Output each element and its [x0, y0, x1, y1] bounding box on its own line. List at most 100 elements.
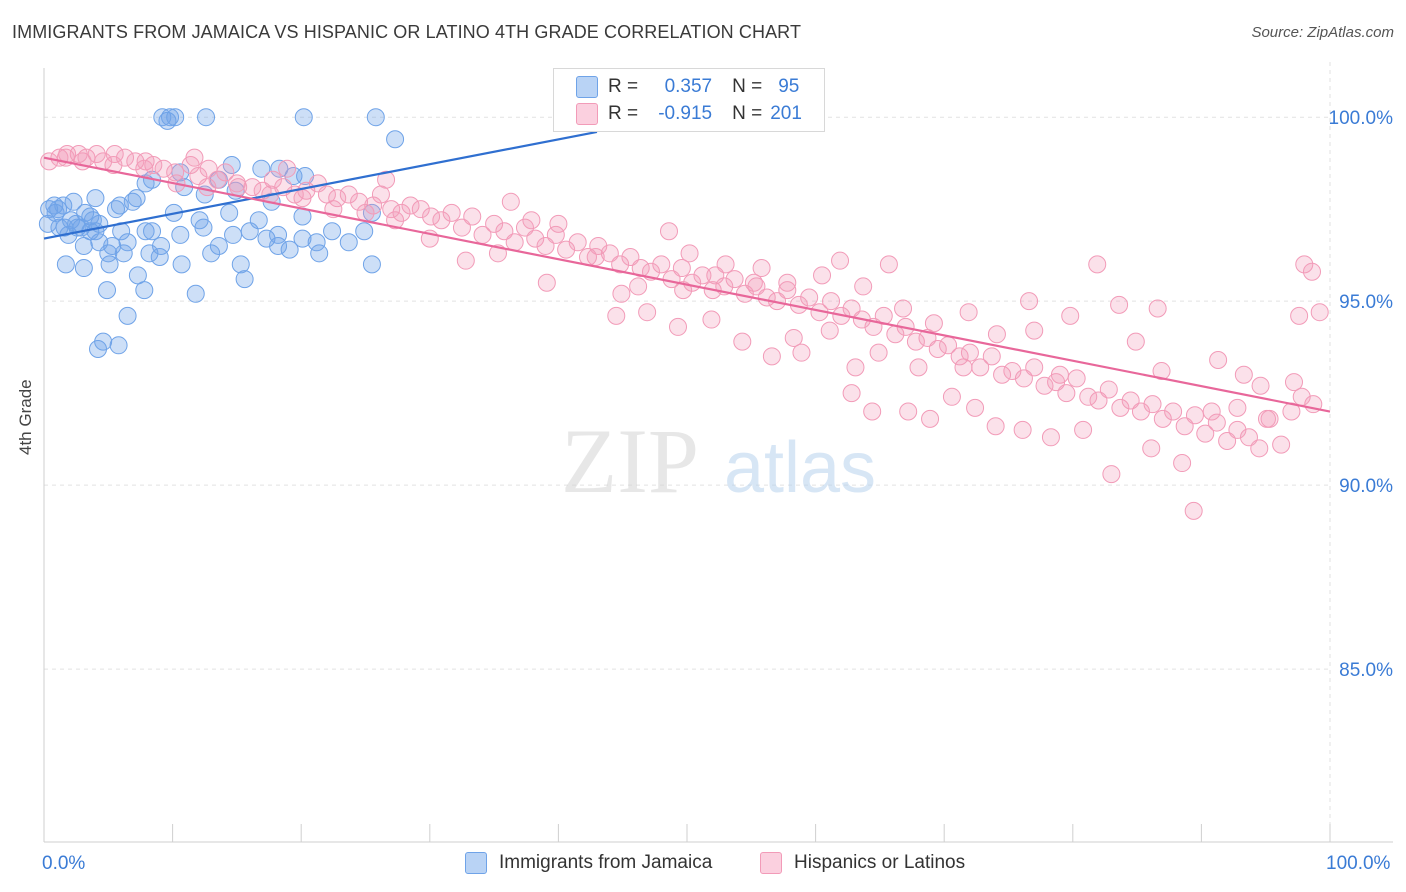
- point-jamaica: [269, 225, 288, 244]
- point-hispanic: [1173, 454, 1192, 473]
- point-hispanic: [589, 236, 608, 255]
- point-hispanic: [993, 365, 1012, 384]
- point-hispanic: [401, 196, 420, 215]
- point-hispanic: [954, 358, 973, 377]
- point-hispanic: [392, 203, 411, 222]
- legend-swatch-jamaica: [576, 76, 598, 98]
- point-hispanic: [942, 387, 961, 406]
- point-hispanic: [185, 148, 204, 167]
- point-hispanic: [1302, 262, 1321, 281]
- point-jamaica: [158, 111, 177, 130]
- point-jamaica: [186, 284, 205, 303]
- point-hispanic: [778, 273, 797, 292]
- point-hispanic: [611, 255, 630, 274]
- point-hispanic: [842, 384, 861, 403]
- point-jamaica: [293, 229, 312, 248]
- point-jamaica: [83, 211, 102, 230]
- point-hispanic: [557, 240, 576, 259]
- point-hispanic: [1164, 402, 1183, 421]
- point-jamaica: [150, 248, 169, 266]
- point-hispanic: [135, 159, 154, 178]
- watermark-zip: ZIP: [561, 410, 699, 512]
- point-hispanic: [744, 273, 763, 292]
- point-hispanic: [1290, 306, 1309, 325]
- point-hispanic: [1143, 395, 1162, 414]
- point-jamaica: [56, 255, 75, 274]
- point-hispanic: [792, 343, 811, 362]
- point-jamaica: [269, 236, 288, 255]
- point-hispanic: [243, 178, 262, 197]
- point-hispanic: [869, 343, 888, 362]
- y-tick-label: 85.0%: [1339, 660, 1393, 681]
- point-jamaica: [202, 244, 221, 263]
- point-jamaica: [240, 222, 259, 241]
- point-hispanic: [485, 214, 504, 233]
- point-hispanic: [1251, 376, 1270, 395]
- point-hispanic: [1272, 435, 1291, 454]
- point-jamaica: [280, 240, 299, 259]
- y-tick-labels: 100.0% 95.0% 90.0% 85.0%: [1329, 108, 1394, 681]
- point-hispanic: [982, 347, 1001, 366]
- legend-item-jamaica: Immigrants from Jamaica: [465, 852, 712, 874]
- legend-n-value: 95: [778, 76, 800, 97]
- series-hispanic-points: [40, 144, 1329, 520]
- point-hispanic: [536, 236, 555, 255]
- point-hispanic: [1295, 255, 1314, 274]
- point-hispanic: [278, 159, 297, 178]
- point-hispanic: [1121, 391, 1140, 410]
- point-hispanic: [638, 303, 657, 322]
- point-jamaica: [54, 196, 73, 215]
- y-tick-label: 100.0%: [1329, 108, 1394, 129]
- point-hispanic: [452, 218, 471, 237]
- point-jamaica: [362, 255, 381, 274]
- point-hispanic: [505, 233, 524, 252]
- point-jamaica: [220, 203, 239, 222]
- point-hispanic: [1057, 384, 1076, 403]
- point-hispanic: [1126, 332, 1145, 351]
- point-hispanic: [422, 207, 441, 226]
- point-jamaica: [143, 222, 162, 241]
- legend-r-value: -0.915: [658, 103, 713, 124]
- point-hispanic: [216, 163, 235, 182]
- point-jamaica: [323, 222, 342, 241]
- legend-item-hispanic: Hispanics or Latinos: [760, 852, 965, 874]
- point-hispanic: [668, 317, 687, 336]
- point-hispanic: [549, 214, 568, 233]
- point-jamaica: [252, 159, 271, 178]
- point-hispanic: [1089, 391, 1108, 410]
- point-hispanic: [1207, 413, 1226, 432]
- point-hispanic: [1102, 465, 1121, 484]
- point-jamaica: [294, 108, 313, 127]
- point-hispanic: [515, 218, 534, 237]
- point-jamaica: [98, 281, 117, 300]
- point-hispanic: [846, 358, 865, 377]
- point-hispanic: [928, 339, 947, 358]
- point-hispanic: [586, 248, 605, 266]
- point-hispanic: [863, 402, 882, 421]
- point-hispanic: [659, 222, 678, 241]
- point-hispanic: [733, 332, 752, 351]
- point-hispanic: [126, 152, 145, 171]
- legend-swatch-jamaica: [465, 852, 487, 874]
- point-hispanic: [1218, 431, 1237, 450]
- point-hispanic: [1153, 409, 1172, 428]
- x-tick-left: 0.0%: [42, 853, 86, 874]
- x-tick-right: 100.0%: [1326, 853, 1391, 874]
- trend-line-hispanic: [43, 156, 1331, 413]
- watermark: ZIP atlas: [561, 410, 876, 512]
- point-jamaica: [118, 233, 137, 252]
- point-jamaica: [224, 225, 243, 244]
- point-hispanic: [924, 314, 943, 333]
- point-hispanic: [1025, 358, 1044, 377]
- point-hispanic: [1035, 376, 1054, 395]
- point-hispanic: [854, 277, 873, 296]
- point-hispanic: [831, 251, 850, 270]
- point-hispanic: [104, 156, 123, 175]
- point-jamaica: [74, 236, 93, 255]
- point-hispanic: [1184, 501, 1203, 520]
- point-jamaica: [89, 339, 108, 358]
- point-hispanic: [1175, 417, 1194, 436]
- point-jamaica: [118, 306, 137, 325]
- point-hispanic: [116, 148, 135, 167]
- point-hispanic: [1196, 424, 1215, 443]
